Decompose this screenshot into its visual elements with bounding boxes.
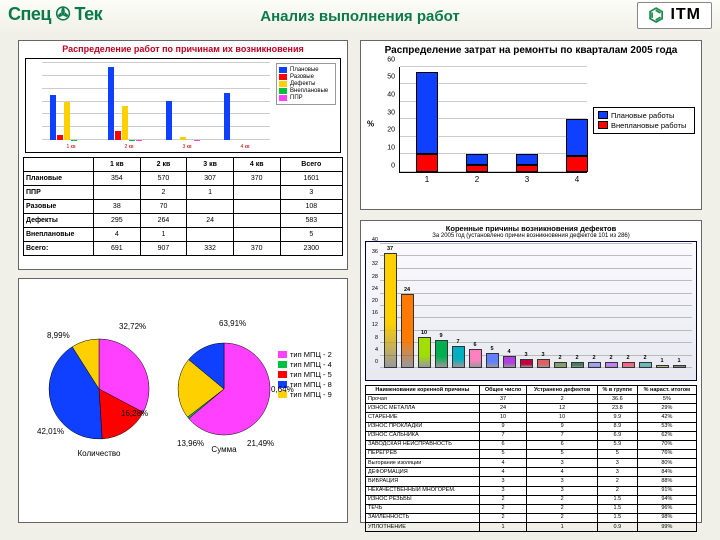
legend-item: Плановые работы <box>598 111 690 120</box>
header: Спец ✇ Тек Анализ выполнения работ ⌬ ITM <box>0 0 720 35</box>
pie-slice-label: 63,91% <box>219 319 246 328</box>
p4-chart: 0481216202428323640 37241097654332222221… <box>365 241 697 381</box>
dashboard-grid: Распределение работ по причинам их возни… <box>18 40 702 530</box>
logo-left: Спец ✇ Тек <box>8 4 102 25</box>
itm-icon: ⌬ <box>648 5 665 25</box>
p2-ylabel: % <box>367 119 374 128</box>
panel-root-causes: Коренные причины возникновения дефектов … <box>360 220 702 523</box>
panel-causes: Распределение работ по причинам их возни… <box>18 40 348 270</box>
legend-item: Плановые <box>279 67 333 73</box>
pie-caption: Сумма <box>184 445 264 454</box>
p1-title: Распределение работ по причинам их возни… <box>19 41 347 56</box>
legend-item: Дефекты <box>279 81 333 87</box>
p4-table: Наименование коренной причиныОбщее число… <box>365 385 697 532</box>
logo-right: ⌬ ITM <box>637 2 712 29</box>
p2-title: Распределение затрат на ремонты по кварт… <box>361 41 701 59</box>
panel-quarter-costs: Распределение затрат на ремонты по кварт… <box>360 40 702 210</box>
panel-pies: тип МПЦ - 2тип МПЦ - 4тип МПЦ - 5тип МПЦ… <box>18 278 348 523</box>
p1-table: 1 кв2 кв3 кв4 квВсегоПлановые35457030737… <box>23 157 343 256</box>
p4-subtitle: За 2005 год (установлено причин возникно… <box>361 233 701 241</box>
pie-slice-label: 0,64% <box>271 385 294 394</box>
legend-item: Внеплановые <box>279 88 333 94</box>
p2-chart: % 0102030405060 1234 Плановые работыВнеп… <box>365 61 697 187</box>
p2-legend: Плановые работыВнеплановые работы <box>593 107 695 134</box>
p1-chart: 1 кв2 кв3 кв4 кв ПлановыеРазовыеДефектыВ… <box>25 58 341 153</box>
p1-legend: ПлановыеРазовыеДефектыВнеплановыеППР <box>276 63 336 105</box>
legend-item: ППР <box>279 95 333 101</box>
logo-right-text: ITM <box>670 6 701 23</box>
page-title: Анализ выполнения работ <box>260 8 460 25</box>
p4-title: Коренные причины возникновения дефектов <box>361 221 701 233</box>
legend-item: Внеплановые работы <box>598 121 690 130</box>
legend-item: Разовые <box>279 74 333 80</box>
